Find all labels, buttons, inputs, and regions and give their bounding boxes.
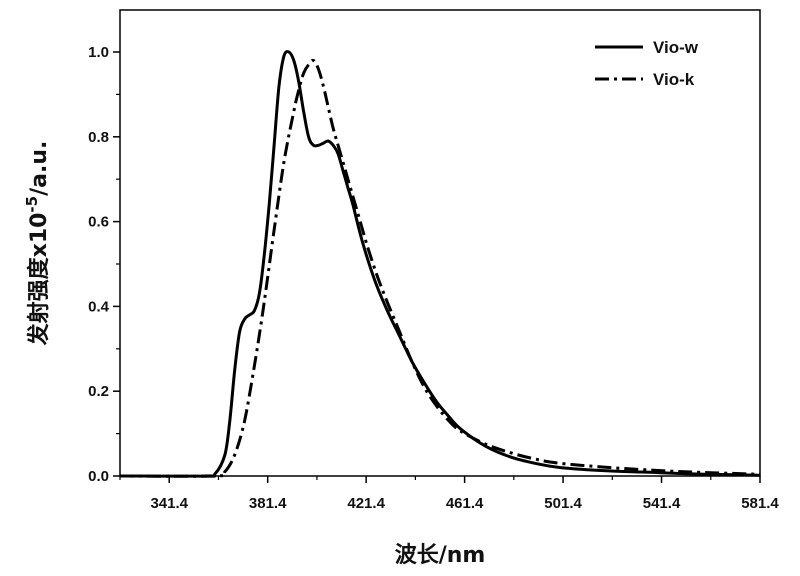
y-tick-label: 0.8 [88,129,109,146]
plot-frame [119,9,761,477]
y-tick-label: 0.6 [88,214,109,231]
x-tick-label: 501.4 [544,495,582,512]
legend-label-vio-k: Vio-k [653,70,695,89]
y-tick-label: 1.0 [88,44,109,61]
y-tick-label: 0.2 [88,383,109,400]
y-axis: 0.0 0.2 0.4 0.6 0.8 1.0 [88,44,120,485]
x-axis: 341.4 381.4 421.4 461.4 501.4 541.4 581.4 [119,476,779,512]
x-tick-label: 461.4 [446,495,484,512]
x-tick-label: 421.4 [347,495,385,512]
series-line-vio-k [119,58,761,478]
x-tick-label: 581.4 [741,495,779,512]
y-axis-title-suffix: /a.u. [27,141,52,196]
x-tick-label: 381.4 [249,495,287,512]
y-axis-title: 发射强度x10-5/a.u. [23,141,52,347]
plot-lines [119,50,761,478]
y-tick-label: 0.0 [88,468,109,485]
x-axis-title: 波长/nm [395,543,486,568]
y-axis-title-exponent: -5 [23,196,41,213]
legend-label-vio-w: Vio-w [653,38,699,57]
y-tick-label: 0.4 [88,298,110,315]
legend: Vio-w Vio-k [595,38,699,89]
series-line-vio-w [119,50,761,478]
x-tick-label: 341.4 [150,495,188,512]
x-tick-label: 541.4 [643,495,681,512]
y-axis-title-prefix: 发射强度x10 [26,213,52,347]
